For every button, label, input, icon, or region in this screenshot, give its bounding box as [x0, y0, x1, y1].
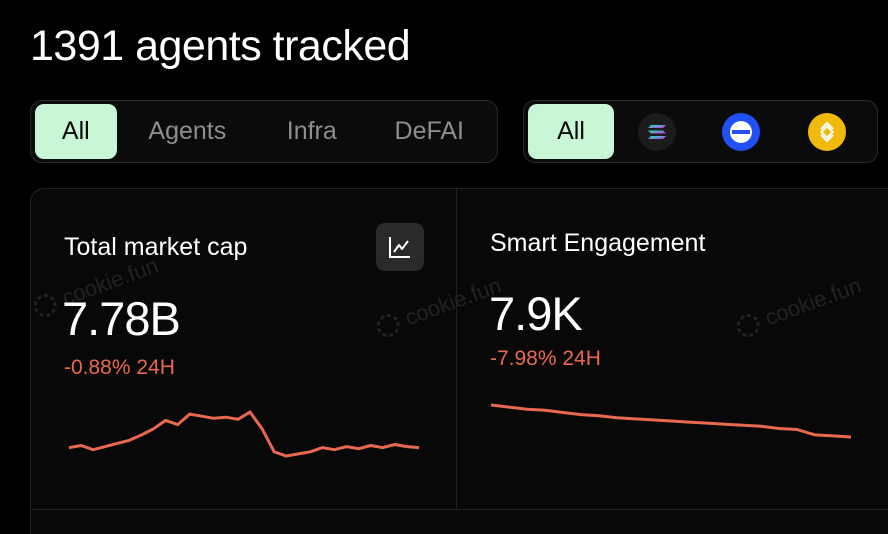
page-title: 1391 agents tracked	[30, 22, 411, 70]
bnb-icon[interactable]	[808, 112, 846, 151]
market-cap-sparkline	[69, 410, 419, 458]
chain-tabs: All	[523, 100, 878, 163]
smart-engagement-sparkline	[491, 403, 851, 439]
watermark: cookie.fun	[29, 253, 162, 323]
panel-divider	[31, 509, 888, 510]
smart-engagement-trend-line	[491, 403, 851, 439]
market-cap-value: 7.78B	[62, 292, 181, 345]
chain-tab-all[interactable]: All	[528, 104, 614, 159]
panel-divider	[456, 189, 457, 509]
market-cap-title: Total market cap	[64, 233, 248, 261]
tab-infra[interactable]: Infra	[286, 117, 337, 145]
market-cap-trend-line	[69, 410, 419, 458]
smart-engagement-value: 7.9K	[489, 287, 583, 340]
market-cap-change: -0.88% 24H	[64, 356, 175, 379]
tab-all[interactable]: All	[35, 104, 117, 159]
tab-agents[interactable]: Agents	[148, 117, 227, 145]
tab-defai[interactable]: DeFAI	[394, 117, 464, 145]
stats-panel: cookie.fun cookie.fun cookie.fun Total m…	[30, 188, 888, 534]
watermark: cookie.fun	[372, 273, 505, 343]
base-icon[interactable]	[722, 112, 760, 151]
cookie-icon	[736, 314, 760, 338]
line-chart-icon	[389, 237, 410, 258]
category-tabs: All Agents Infra DeFAI	[30, 100, 498, 163]
watermark: cookie.fun	[732, 273, 865, 343]
chart-toggle-button[interactable]	[376, 223, 424, 271]
cookie-icon	[376, 314, 400, 338]
cookie-icon	[33, 294, 57, 318]
solana-icon[interactable]	[638, 112, 676, 151]
smart-engagement-change: -7.98% 24H	[490, 347, 601, 370]
smart-engagement-title: Smart Engagement	[490, 229, 706, 257]
